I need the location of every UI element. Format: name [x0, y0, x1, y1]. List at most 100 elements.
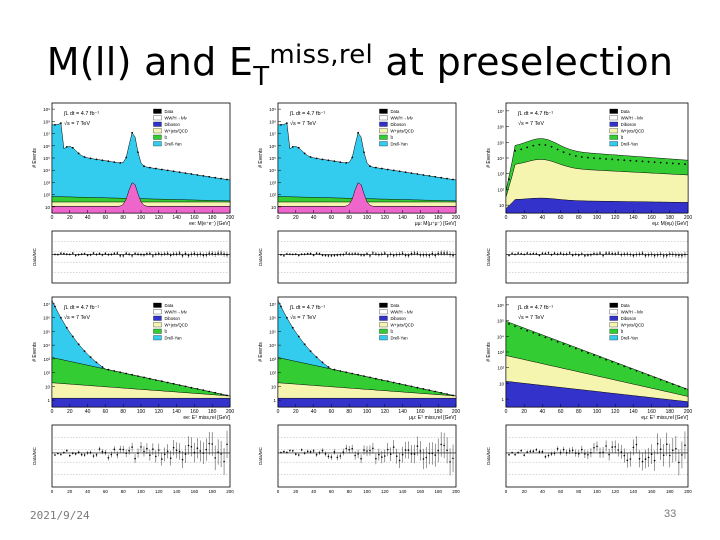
- data-point: [629, 159, 632, 162]
- ratio-point: [169, 457, 172, 460]
- legend-entry: Data: [390, 303, 400, 308]
- data-point: [154, 167, 157, 170]
- ratio-point: [422, 458, 425, 460]
- ratio-point: [599, 451, 601, 454]
- x-tick-label: 20: [67, 215, 73, 221]
- energy-label: √s = 7 TeV: [518, 120, 544, 127]
- ratio-point: [556, 253, 559, 255]
- data-point: [386, 380, 389, 383]
- data-point: [208, 390, 211, 393]
- ratio-point: [72, 452, 74, 455]
- ratio-point: [158, 449, 160, 451]
- data-point: [345, 162, 348, 164]
- ratio-point: [681, 254, 683, 257]
- ratio-point: [190, 253, 193, 256]
- data-point: [297, 335, 300, 338]
- data-point: [166, 381, 169, 384]
- ratio-point: [223, 460, 225, 463]
- legend-entry: Diboson: [390, 122, 406, 127]
- x-tick-label: 120: [155, 215, 164, 221]
- energy-label: √s = 7 TeV: [290, 120, 316, 127]
- ratio-point: [175, 449, 178, 452]
- ratio-point: [395, 253, 398, 256]
- data-point: [568, 345, 571, 348]
- lumi-label: ∫L dt = 4.7 fb⁻¹: [289, 305, 325, 311]
- x-tick-label: 20: [67, 409, 73, 415]
- y-tick-label: 10³: [43, 180, 50, 185]
- x-tick-label: 180: [208, 215, 217, 221]
- ratio-point: [675, 447, 677, 450]
- ratio-x-tick-label: 160: [417, 489, 425, 494]
- data-point: [154, 379, 157, 381]
- data-point: [410, 385, 413, 388]
- y-tick-label: 10³: [43, 357, 50, 362]
- data-point: [641, 160, 644, 163]
- x-tick-label: 200: [684, 215, 693, 221]
- ratio-axis-label: Data/MC: [258, 247, 263, 266]
- legend-swatch: [609, 302, 618, 308]
- ratio-point: [389, 253, 392, 256]
- y-tick-label: 10⁷: [43, 302, 50, 307]
- ratio-point: [63, 252, 65, 255]
- data-point: [101, 366, 104, 368]
- data-point: [611, 158, 614, 161]
- x-tick-label: 60: [558, 215, 564, 221]
- y-tick-label: 10⁸: [43, 119, 50, 124]
- ratio-point: [119, 448, 121, 451]
- ratio-point: [116, 252, 119, 254]
- ratio-point: [152, 448, 154, 450]
- ratio-point: [449, 253, 451, 256]
- data-point: [208, 175, 211, 178]
- energy-label: √s = 7 TeV: [64, 120, 90, 127]
- data-point: [629, 367, 632, 370]
- drell-yan-area: [51, 122, 231, 214]
- ratio-point: [366, 450, 368, 452]
- data-point: [363, 151, 365, 154]
- ratio-point: [107, 456, 110, 459]
- ratio-point: [321, 254, 324, 256]
- data-point: [684, 163, 686, 166]
- legend-swatch: [609, 335, 618, 341]
- data-point: [125, 372, 128, 375]
- data-point: [659, 161, 662, 164]
- ratio-point: [134, 457, 136, 460]
- x-tick-label: 160: [647, 409, 656, 415]
- ratio-point: [98, 448, 101, 450]
- y-tick-label: 10⁷: [269, 302, 276, 307]
- data-point: [599, 356, 601, 359]
- ratio-axis-label: Data/MC: [32, 247, 37, 266]
- ratio-point: [568, 450, 571, 452]
- legend-swatch: [153, 128, 162, 134]
- data-point: [196, 388, 199, 390]
- ratio-point: [443, 252, 445, 254]
- x-tick-label: 80: [120, 215, 126, 221]
- ratio-point: [95, 253, 98, 256]
- signal-area: [277, 182, 457, 214]
- ratio-point: [672, 449, 674, 452]
- ratio-point: [590, 254, 592, 256]
- x-tick-label: 180: [666, 215, 675, 221]
- ratio-point: [312, 254, 315, 256]
- ratio-point: [629, 253, 632, 256]
- ratio-point: [214, 253, 216, 256]
- legend-swatch: [153, 141, 162, 147]
- ratio-x-tick-label: 0: [277, 489, 280, 494]
- ratio-axis-label: Data/MC: [486, 247, 491, 266]
- ratio-x-tick-label: 160: [648, 489, 656, 494]
- ratio-point: [318, 252, 321, 255]
- ratio-point: [559, 451, 562, 454]
- ratio-x-tick-label: 180: [434, 489, 442, 494]
- data-point: [665, 162, 668, 164]
- data-point: [562, 151, 565, 154]
- x-tick-label: 140: [172, 409, 181, 415]
- ratio-point: [449, 461, 451, 463]
- y-tick-label: 10⁶: [43, 316, 50, 321]
- ratio-frame: [51, 230, 231, 284]
- data-point: [562, 343, 565, 345]
- ratio-point: [330, 254, 333, 257]
- drell-yan-area: [277, 122, 457, 214]
- legend-entry: WW/H→lνlν: [390, 116, 412, 121]
- ratio-x-tick-label: 140: [630, 489, 638, 494]
- legend-swatch: [609, 315, 618, 321]
